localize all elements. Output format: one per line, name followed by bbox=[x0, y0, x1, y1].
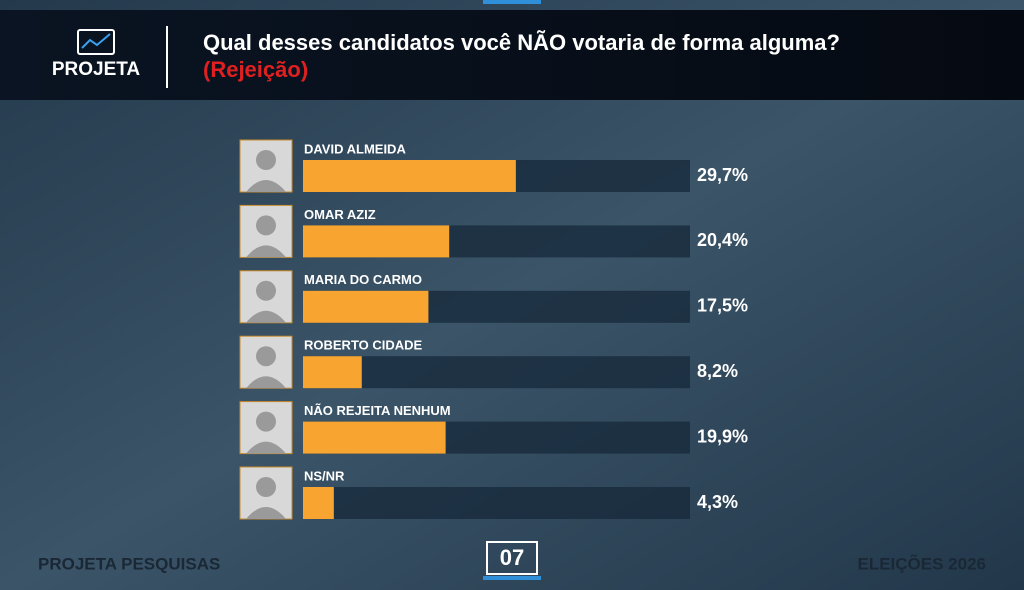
value-label: 20,4% bbox=[697, 230, 748, 250]
chart-subtitle: (Rejeição) bbox=[203, 57, 308, 82]
category-label: OMAR AZIZ bbox=[304, 207, 376, 222]
footer-left: PROJETA PESQUISAS bbox=[38, 554, 220, 573]
bar bbox=[303, 487, 334, 519]
photo-head bbox=[256, 411, 276, 432]
photo-head bbox=[256, 150, 276, 170]
photo-body bbox=[246, 441, 286, 454]
page-number: 07 bbox=[500, 545, 524, 570]
logo-icon bbox=[77, 29, 115, 55]
logo-text: PROJETA bbox=[52, 59, 141, 80]
value-label: 19,9% bbox=[697, 426, 748, 446]
photo-head bbox=[256, 477, 276, 497]
header bbox=[0, 10, 1024, 100]
chart-title: Qual desses candidatos você NÃO votaria … bbox=[203, 30, 840, 55]
value-label: 4,3% bbox=[697, 492, 738, 512]
photo-head bbox=[256, 346, 276, 367]
photo-body bbox=[246, 310, 286, 323]
photo-body bbox=[246, 507, 286, 519]
category-label: DAVID ALMEIDA bbox=[304, 141, 406, 156]
bar bbox=[303, 290, 429, 323]
category-label: NS/NR bbox=[304, 468, 345, 483]
value-label: 8,2% bbox=[697, 361, 738, 381]
photo-head bbox=[256, 215, 276, 236]
photo-body bbox=[246, 245, 286, 258]
bar-track bbox=[303, 487, 690, 519]
photo-body bbox=[246, 376, 286, 389]
page-accent bbox=[483, 576, 541, 580]
value-label: 29,7% bbox=[697, 165, 748, 185]
accent bbox=[483, 0, 541, 4]
value-label: 17,5% bbox=[697, 296, 748, 316]
photo-head bbox=[256, 280, 276, 301]
category-label: ROBERTO CIDADE bbox=[304, 338, 423, 353]
page-box bbox=[486, 541, 538, 575]
footer-right: ELEIÇÕES 2026 bbox=[857, 553, 986, 573]
bar bbox=[303, 225, 450, 258]
bar bbox=[303, 160, 516, 192]
bar-track bbox=[303, 356, 690, 389]
bar bbox=[303, 421, 446, 454]
logo-icon-line bbox=[81, 33, 111, 49]
category-label: NÃO REJEITA NENHUM bbox=[304, 403, 451, 418]
category-label: MARIA DO CARMO bbox=[304, 272, 422, 287]
photo-body bbox=[246, 180, 286, 192]
bar bbox=[303, 356, 362, 389]
